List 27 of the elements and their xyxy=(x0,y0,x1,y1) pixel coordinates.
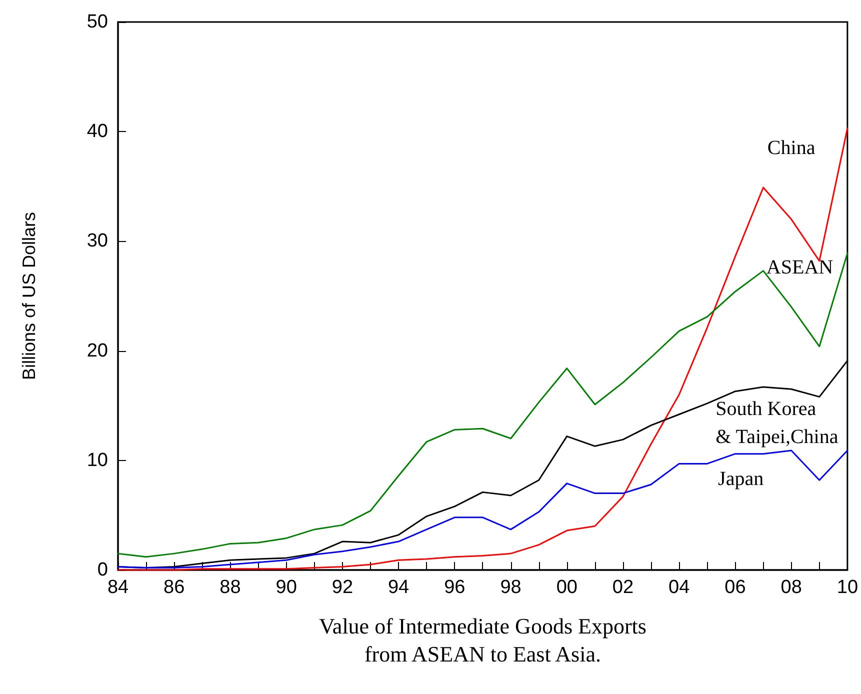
x-tick-label: 92 xyxy=(332,577,354,598)
x-tick-label: 06 xyxy=(724,577,746,598)
x-tick-label: 84 xyxy=(107,577,129,598)
x-tick-label: 04 xyxy=(668,577,690,598)
x-tick-label: 94 xyxy=(388,577,410,598)
y-tick-label: 50 xyxy=(86,12,108,32)
y-tick-label: 20 xyxy=(86,340,108,362)
series-label: South Korea & Taipei,China xyxy=(716,398,838,448)
series-label: ASEAN xyxy=(766,256,834,279)
y-tick-label: 10 xyxy=(86,450,108,471)
series-label: China xyxy=(767,137,816,160)
line-series xyxy=(117,252,848,558)
y-tick-label: 0 xyxy=(97,560,108,580)
y-tick-label: 30 xyxy=(86,230,108,252)
x-tick-label: 02 xyxy=(612,577,634,598)
y-axis-title: Billions of US Dollars xyxy=(19,212,39,380)
y-tick-label: 40 xyxy=(86,121,108,142)
x-tick-label: 88 xyxy=(220,577,241,598)
x-tick-label: 86 xyxy=(164,577,185,598)
x-tick-label: 08 xyxy=(780,577,802,598)
x-tick-label: 90 xyxy=(276,577,297,598)
x-tick-label: 96 xyxy=(444,577,466,598)
x-tick-label: 98 xyxy=(500,577,522,598)
x-tick-label: 10 xyxy=(836,577,858,598)
x-tick-label: 00 xyxy=(556,577,578,598)
series-label: Japan xyxy=(718,468,764,490)
x-axis-title: Value of Intermediate Goods Exports from ASEAN to East Asia. xyxy=(318,614,646,666)
